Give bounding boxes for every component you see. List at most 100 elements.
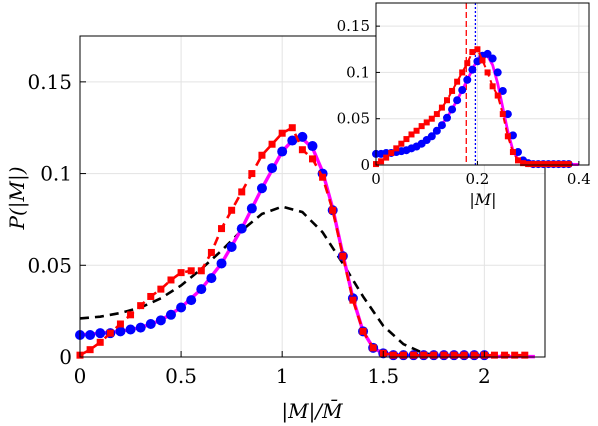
main-series-2-point-23	[307, 141, 318, 152]
inset-series-2-point-22	[484, 69, 491, 76]
main-series-2-point-1	[85, 329, 96, 340]
main-series-3-point-33	[410, 351, 418, 359]
inset-chart: 0 0.2 0.4 0 0.05 0.1 0.15 |M|	[337, 2, 591, 209]
main-series-3-point-31	[389, 351, 397, 359]
main-xtick-label-3: 1.5	[367, 364, 399, 388]
inset-series-1-point-14	[443, 113, 451, 122]
inset-series-1-point-20	[473, 57, 482, 66]
inset-series-2-point-34	[545, 161, 552, 168]
main-series-3-point-20	[278, 129, 286, 137]
inset-xtick-label-0: 0	[371, 170, 381, 188]
inset-series-2-point-32	[535, 161, 542, 168]
inset-series-2-point-3	[388, 149, 395, 156]
inset-series-1-point-26	[503, 110, 512, 119]
main-series-2-point-7	[145, 318, 156, 329]
main-series-2-point-22	[297, 131, 308, 142]
main-ytick-label-1: 0.05	[27, 253, 72, 277]
main-series-3-point-5	[127, 311, 135, 319]
inset-series-1-point-25	[498, 86, 507, 95]
main-series-2-point-16	[236, 223, 247, 234]
inset-series-1-point-19	[468, 65, 477, 74]
main-series-2-point-20	[277, 146, 288, 157]
main-series-3-point-34	[420, 351, 428, 359]
main-series-3-point-41	[490, 351, 498, 359]
main-series-3-point-18	[258, 151, 266, 159]
main-series-3-point-44	[521, 351, 529, 359]
main-series-3-point-14	[218, 225, 226, 233]
inset-series-1-point-22	[483, 49, 492, 58]
main-series-3-point-3	[106, 329, 114, 337]
main-series-3-point-25	[329, 206, 337, 214]
main-series-3-point-15	[228, 206, 236, 214]
inset-series-2-point-33	[540, 161, 547, 168]
main-series-3-point-2	[96, 338, 104, 346]
main-series-2-point-6	[135, 322, 146, 333]
main-xtick-label-0: 0	[74, 364, 87, 388]
main-series-3-point-6	[137, 302, 145, 310]
main-series-2-point-9	[165, 309, 176, 320]
main-series-3-point-29	[369, 344, 377, 352]
inset-series-1-point-12	[432, 126, 441, 135]
main-series-2-point-5	[125, 324, 136, 335]
inset-plot-area	[376, 3, 589, 165]
main-series-3-point-35	[430, 351, 438, 359]
inset-x-axis-label: |M|	[469, 190, 496, 209]
inset-series-2-point-21	[479, 57, 486, 64]
main-series-3-point-9	[167, 276, 175, 284]
main-x-axis-label: |M|/M̄	[281, 398, 343, 424]
main-series-3-point-10	[177, 269, 185, 277]
inset-series-1-point-13	[437, 121, 446, 130]
main-series-3-point-12	[197, 267, 205, 275]
main-series-3-point-7	[147, 292, 155, 300]
main-series-3-point-13	[207, 248, 215, 256]
inset-series-2-point-25	[499, 111, 506, 118]
inset-series-2-point-30	[525, 161, 532, 168]
inset-series-2-point-19	[469, 49, 476, 56]
main-series-3-point-42	[501, 351, 509, 359]
main-series-3-point-17	[248, 170, 256, 178]
main-series-3-point-37	[450, 351, 458, 359]
main-series-3-point-16	[238, 188, 246, 196]
main-series-3-point-39	[470, 351, 478, 359]
inset-series-2-point-28	[515, 157, 521, 164]
main-xtick-label-2: 1	[276, 364, 289, 388]
inset-series-1-point-18	[463, 75, 472, 84]
inset-series-2-point-4	[393, 145, 400, 152]
main-series-3-point-11	[187, 267, 195, 275]
main-series-2-point-21	[287, 135, 298, 146]
inset-ytick-label-2: 0.1	[346, 63, 370, 81]
inset-series-1-point-23	[488, 54, 497, 63]
main-series-3-point-21	[288, 124, 296, 132]
inset-ytick-label-1: 0.05	[337, 110, 370, 128]
inset-axes-box	[375, 2, 590, 166]
main-series-3-point-32	[399, 351, 407, 359]
inset-series-1-point-11	[427, 132, 436, 141]
main-ytick-label-2: 0.1	[40, 162, 72, 186]
main-series-3-point-23	[309, 155, 316, 163]
main-series-2-point-17	[246, 203, 257, 214]
main-series-2-point-8	[155, 315, 166, 326]
main-series-3-point-28	[359, 327, 367, 335]
inset-series-2-point-13	[438, 104, 445, 111]
inset-series-2-point-38	[565, 161, 572, 168]
main-series-3-point-43	[511, 351, 519, 359]
main-ytick-label-0: 0	[59, 345, 72, 369]
main-xtick-label-1: 0.5	[165, 364, 197, 388]
inset-series-2-point-1	[378, 158, 385, 165]
main-y-axis-label: P(|M|)	[5, 166, 30, 230]
inset-series-2-point-2	[383, 154, 390, 161]
inset-series-2-point-23	[489, 83, 496, 90]
inset-series-2-point-17	[459, 69, 466, 76]
inset-series-1-point-24	[493, 68, 502, 77]
main-series-2-point-14	[216, 258, 227, 269]
inset-series-2-point-29	[520, 160, 527, 167]
inset-series-2-point-10	[423, 119, 430, 126]
main-series-3-point-1	[86, 346, 94, 354]
inset-series-2-point-31	[530, 161, 537, 168]
inset-xtick-label-2: 0.4	[567, 170, 591, 188]
inset-series-2-point-15	[449, 87, 456, 94]
inset-series-2-point-11	[428, 115, 435, 122]
inset-series-2-point-9	[418, 123, 425, 130]
main-series-2-point-4	[115, 326, 126, 337]
